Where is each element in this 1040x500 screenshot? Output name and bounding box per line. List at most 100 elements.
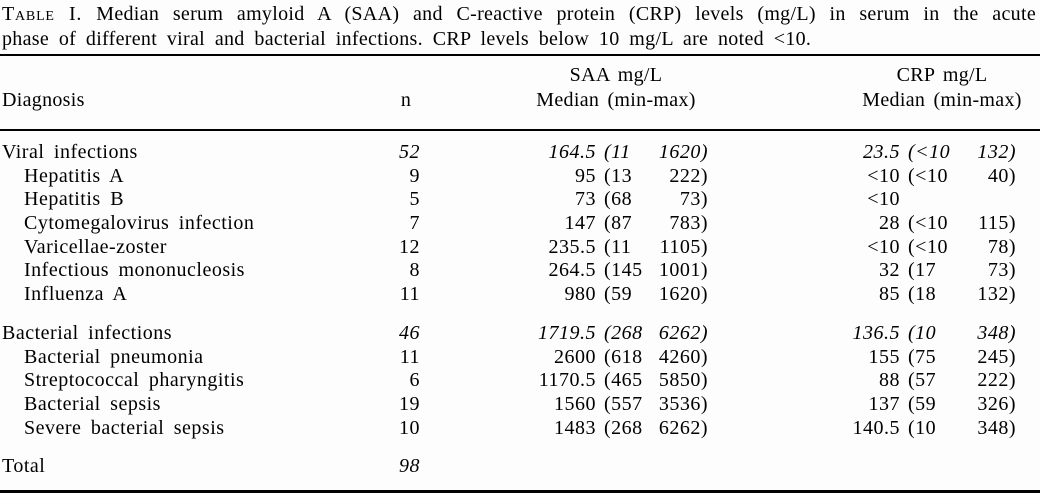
diagnosis-cell: Hepatitis A xyxy=(24,164,125,187)
saa-max-cell: 6262) xyxy=(658,321,708,344)
saa-range-cell: (268 6262) xyxy=(604,322,708,346)
crp-min-cell: (18 xyxy=(908,283,937,306)
table-row: Hepatitis B 5 73 (68 73) <10 xyxy=(0,188,1040,212)
crp-min-cell: (10 xyxy=(908,416,937,439)
saa-median-cell: 1170.5 xyxy=(538,369,596,392)
header-rule xyxy=(0,129,1040,131)
crp-median-cell: 137 xyxy=(868,392,900,415)
saa-median-cell: 2600 xyxy=(554,345,596,368)
saa-median-cell: 147 xyxy=(564,212,596,235)
caption-line2-text: phase of different viral and bacterial i… xyxy=(2,27,812,50)
saa-range-cell: (145 1001) xyxy=(604,259,708,283)
saa-range-cell: (68 73) xyxy=(604,188,708,212)
saa-range-cell: (268 6262) xyxy=(604,417,708,441)
column-header-n: n xyxy=(400,89,412,111)
diagnosis-cell: Viral infections xyxy=(2,141,138,163)
saa-max-cell: 1620) xyxy=(658,283,708,306)
crp-range-cell: (10 348) xyxy=(908,417,1016,441)
table-caption: Table I. Median serum amyloid A (SAA) and… xyxy=(2,2,1036,51)
diagnosis-cell: Influenza A xyxy=(24,283,128,306)
saa-min-cell: (87 xyxy=(604,212,633,235)
saa-median-cell: 164.5 xyxy=(548,141,596,163)
diagnosis-cell: Infectious mononucleosis xyxy=(24,259,245,282)
top-rule xyxy=(0,54,1040,56)
crp-range-cell: (<10 40) xyxy=(908,165,1016,189)
crp-median-cell: 28 xyxy=(879,212,900,235)
saa-min-cell: (557 xyxy=(604,392,643,415)
crp-range-cell: (10 348) xyxy=(908,322,1016,346)
crp-max-cell: 78) xyxy=(987,235,1016,258)
crp-median-cell: <10 xyxy=(867,235,900,258)
crp-median-cell: 23.5 xyxy=(863,141,900,163)
saa-max-cell: 1105) xyxy=(659,235,708,258)
saa-range-cell: (465 5850) xyxy=(604,369,708,393)
saa-median-cell: 980 xyxy=(564,283,596,306)
saa-max-cell: 1001) xyxy=(658,259,708,282)
crp-max-cell: 326) xyxy=(977,392,1016,415)
n-cell: 8 xyxy=(409,259,420,282)
table-row: Cytomegalovirus infection 7 147 (87 783)… xyxy=(0,212,1040,236)
diagnosis-cell: Hepatitis B xyxy=(24,188,125,211)
crp-max-cell: 348) xyxy=(977,321,1016,344)
table-row: Bacterial infections 46 1719.5 (268 6262… xyxy=(0,322,1040,346)
crp-min-cell: (<10 xyxy=(908,164,948,187)
diagnosis-cell: Total xyxy=(2,455,46,478)
saa-min-cell: (59 xyxy=(604,283,633,306)
crp-range-cell: (<10 78) xyxy=(908,236,1016,260)
crp-min-cell: (<10 xyxy=(908,141,951,163)
crp-max-cell: 222) xyxy=(977,369,1016,392)
saa-min-cell: (68 xyxy=(604,188,633,211)
crp-median-minmax-label: Median (min-max) xyxy=(862,89,1022,111)
saa-max-cell: 1620) xyxy=(658,141,708,163)
diagnosis-cell: Streptococcal pharyngitis xyxy=(24,369,245,392)
crp-median-cell: 88 xyxy=(879,369,900,392)
crp-min-cell: (17 xyxy=(908,259,937,282)
caption-line1-text: Median serum amyloid A (SAA) and C-react… xyxy=(96,3,1036,25)
saa-median-cell xyxy=(420,455,604,479)
n-cell: 11 xyxy=(399,283,420,306)
diagnosis-cell: Bacterial infections xyxy=(2,321,173,344)
table-row: Bacterial pneumonia 11 2600 (618 4260) 1… xyxy=(0,346,1040,370)
saa-range-cell: (11 1620) xyxy=(604,141,708,165)
n-cell: 12 xyxy=(399,235,420,258)
n-cell: 52 xyxy=(399,141,420,163)
diagnosis-cell: Bacterial sepsis xyxy=(24,392,161,415)
saa-range-cell: (13 222) xyxy=(604,165,708,189)
crp-range-cell xyxy=(908,188,1016,212)
crp-range-cell: (17 73) xyxy=(908,259,1016,283)
saa-min-cell: (618 xyxy=(604,345,643,368)
saa-min-cell: (11 xyxy=(604,141,631,163)
n-cell: 9 xyxy=(409,164,420,187)
crp-range-cell: (75 245) xyxy=(908,346,1016,370)
saa-max-cell: 73) xyxy=(679,188,708,211)
saa-range-cell: (557 3536) xyxy=(604,393,708,417)
crp-median-cell: 155 xyxy=(868,345,900,368)
crp-range-cell: (<10 132) xyxy=(908,141,1016,165)
diagnosis-cell: Severe bacterial sepsis xyxy=(24,416,225,439)
table-row: Infectious mononucleosis 8 264.5 (145 10… xyxy=(0,259,1040,283)
saa-min-cell: (465 xyxy=(604,369,643,392)
crp-units-label: CRP mg/L xyxy=(896,64,988,86)
diagnosis-cell: Varicellae-zoster xyxy=(24,235,167,258)
saa-max-cell: 6262) xyxy=(658,416,708,439)
saa-min-cell: (13 xyxy=(604,164,633,187)
saa-median-cell: 95 xyxy=(575,164,596,187)
crp-max-cell: 132) xyxy=(977,283,1016,306)
saa-range-cell: (87 783) xyxy=(604,212,708,236)
crp-min-cell: (<10 xyxy=(908,212,948,235)
crp-range-cell xyxy=(908,455,1016,479)
crp-min-cell: (59 xyxy=(908,392,937,415)
column-header-crp: CRP mg/L Median (min-max) xyxy=(786,63,1040,113)
n-cell: 46 xyxy=(399,321,420,344)
crp-min-cell: (57 xyxy=(908,369,937,392)
saa-max-cell: 783) xyxy=(669,212,708,235)
saa-median-cell: 1719.5 xyxy=(538,321,596,344)
crp-range-cell: (18 132) xyxy=(908,283,1016,307)
crp-median-cell: 140.5 xyxy=(852,416,900,439)
n-cell: 10 xyxy=(399,416,420,439)
saa-min-cell: (268 xyxy=(604,321,643,344)
crp-max-cell: 348) xyxy=(977,416,1016,439)
crp-range-cell: (57 222) xyxy=(908,369,1016,393)
n-cell: 19 xyxy=(399,392,420,415)
saa-median-cell: 73 xyxy=(575,188,596,211)
